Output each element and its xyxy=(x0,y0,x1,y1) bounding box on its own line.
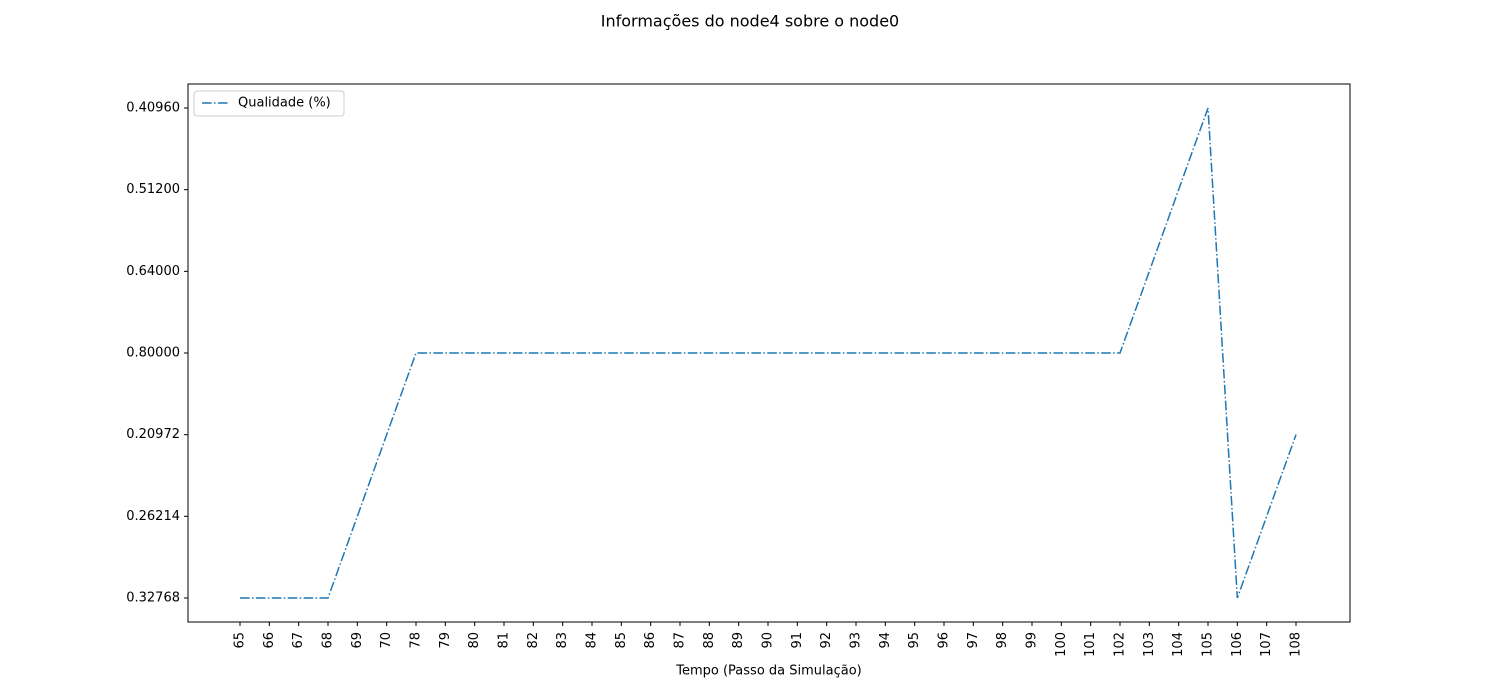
chart-title: Informações do node4 sobre o node0 xyxy=(601,12,899,31)
y-tick-label: 0.64000 xyxy=(126,264,180,279)
legend-box xyxy=(193,90,345,117)
x-tick-label: 80 xyxy=(467,632,482,649)
x-tick-label: 94 xyxy=(878,632,893,649)
x-tick-label: 89 xyxy=(731,632,746,649)
x-tick-label: 107 xyxy=(1259,632,1274,657)
x-tick-label: 79 xyxy=(438,632,453,649)
x-tick-label: 96 xyxy=(937,632,952,649)
y-tick-label: 0.26214 xyxy=(126,509,180,524)
y-tick-label: 0.32768 xyxy=(126,591,180,606)
x-tick-label: 99 xyxy=(1025,632,1040,649)
x-tick-label: 65 xyxy=(233,632,248,649)
y-tick-label: 0.51200 xyxy=(126,182,180,197)
x-tick-label: 103 xyxy=(1142,632,1157,657)
x-tick-label: 69 xyxy=(350,632,365,649)
x-tick-label: 84 xyxy=(585,632,600,649)
x-tick-label: 100 xyxy=(1054,632,1069,657)
x-tick-label: 85 xyxy=(614,632,629,649)
x-tick-label: 90 xyxy=(761,632,776,649)
y-tick-label: 0.20972 xyxy=(126,427,180,442)
x-tick-label: 87 xyxy=(673,632,688,649)
x-tick-label: 104 xyxy=(1171,632,1186,657)
x-tick-label: 105 xyxy=(1201,632,1216,657)
x-tick-label: 86 xyxy=(643,632,658,649)
x-tick-label: 66 xyxy=(262,632,277,649)
x-tick-label: 102 xyxy=(1113,632,1128,657)
legend-label: Qualidade (%) xyxy=(238,96,331,111)
x-axis-label: Tempo (Passo da Simulação) xyxy=(675,664,862,679)
x-tick-label: 106 xyxy=(1230,632,1245,657)
legend: Qualidade (%) xyxy=(193,90,345,117)
x-tick-label: 70 xyxy=(379,632,394,649)
x-tick-label: 92 xyxy=(819,632,834,649)
x-tick-label: 91 xyxy=(790,632,805,649)
x-tick-label: 101 xyxy=(1083,632,1098,657)
x-tick-label: 83 xyxy=(555,632,570,649)
x-tick-label: 98 xyxy=(995,632,1010,649)
x-tick-label: 95 xyxy=(907,632,922,649)
x-tick-label: 78 xyxy=(409,632,424,649)
x-tick-label: 82 xyxy=(526,632,541,649)
x-tick-label: 68 xyxy=(321,632,336,649)
x-tick-label: 108 xyxy=(1289,632,1304,657)
data-line xyxy=(240,107,1297,599)
x-tick-label: 88 xyxy=(702,632,717,649)
x-tick-label: 81 xyxy=(497,632,512,649)
x-tick-label: 97 xyxy=(966,632,981,649)
x-tick-label: 93 xyxy=(849,632,864,649)
y-tick-label: 0.40960 xyxy=(126,101,180,116)
y-tick-label: 0.80000 xyxy=(126,346,180,361)
x-tick-label: 67 xyxy=(291,632,306,649)
